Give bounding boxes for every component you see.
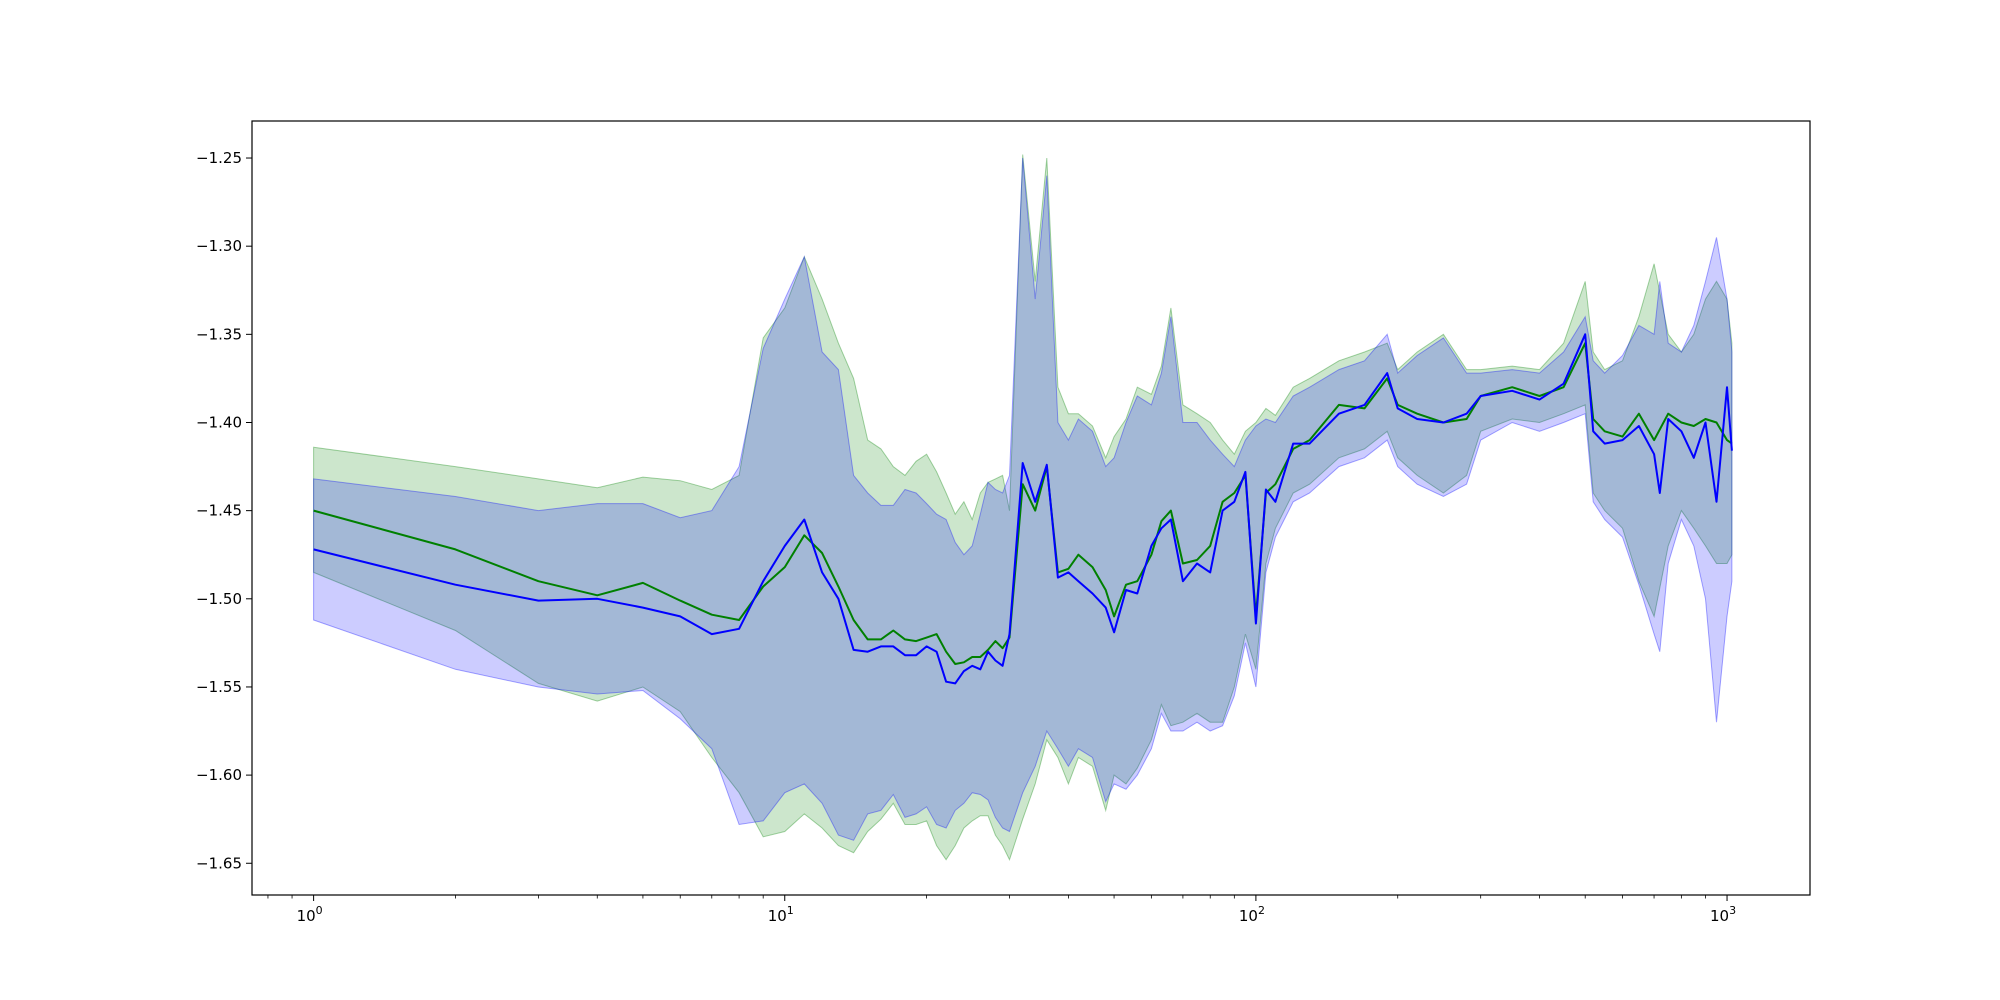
y-tick-label: −1.50	[196, 590, 242, 608]
y-tick-label: −1.60	[196, 766, 242, 784]
axes-frame	[251, 120, 1811, 896]
x-tick-exponent: 1	[787, 904, 794, 917]
y-tick-label: −1.30	[196, 237, 242, 255]
x-tick-exponent: 3	[1729, 904, 1736, 917]
y-tick-label: −1.55	[196, 678, 242, 696]
x-tick-exponent: 0	[316, 904, 323, 917]
axes: −1.25 −1.30 −1.35 −1.40 −1.45 −1.50 −1.55 −1.60…	[196, 120, 1811, 925]
x-tick-base: 10	[1239, 907, 1258, 925]
x-tick-label: 101	[768, 904, 794, 925]
series-1-line	[313, 333, 1733, 685]
x-tick-base: 10	[1710, 907, 1729, 925]
series-0-band	[313, 154, 1733, 862]
y-tick-label: −1.45	[196, 502, 242, 520]
y-tick-label: −1.35	[196, 325, 242, 343]
plot-content	[313, 154, 1733, 862]
y-tick-label: −1.40	[196, 413, 242, 431]
x-tick-exponent: 2	[1258, 904, 1265, 917]
x-tick-label: 103	[1710, 904, 1736, 925]
plot-area	[313, 154, 1733, 862]
x-tick-label: 102	[1239, 904, 1265, 925]
y-tick-label: −1.25	[196, 149, 242, 167]
x-tick-label: 100	[297, 904, 323, 925]
series-1-band	[313, 157, 1733, 841]
series-0-line	[313, 342, 1733, 665]
y-tick-label: −1.65	[196, 854, 242, 872]
x-tick-base: 10	[297, 907, 316, 925]
x-tick-base: 10	[768, 907, 787, 925]
